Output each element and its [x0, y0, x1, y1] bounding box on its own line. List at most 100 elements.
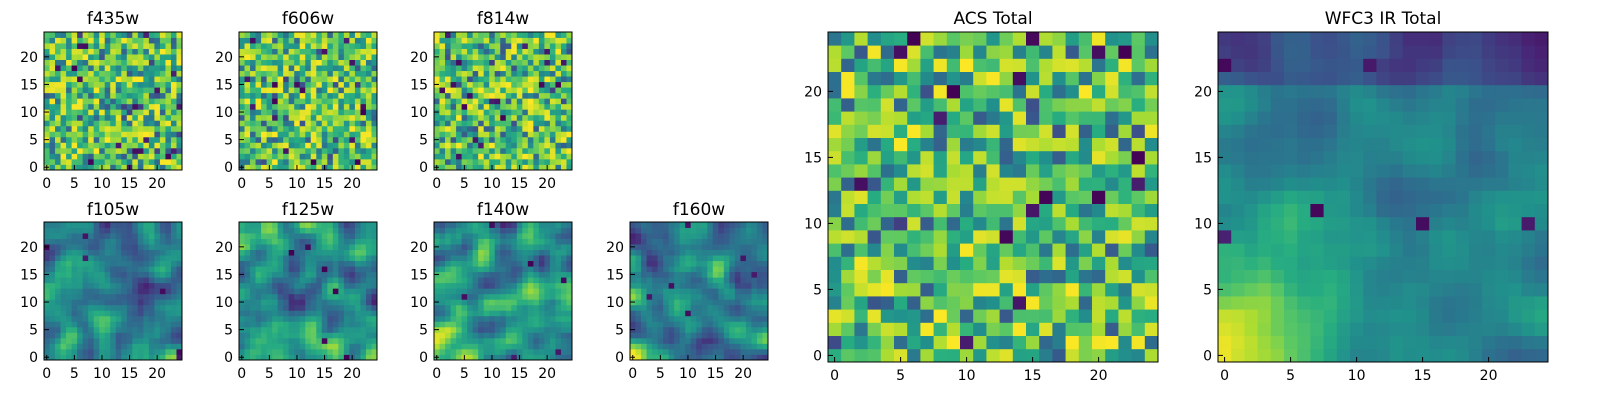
heatmap-cell [110, 81, 117, 88]
heatmap-cell [126, 332, 133, 339]
heatmap-cell [729, 271, 736, 278]
heatmap-cell [170, 120, 177, 127]
heatmap-cell [365, 255, 372, 262]
heatmap-cell [544, 299, 551, 306]
heatmap-cell [533, 32, 540, 38]
heatmap-cell [718, 343, 725, 350]
heatmap-cell [472, 266, 479, 273]
heatmap-cell [261, 244, 267, 250]
heatmap-cell [343, 92, 350, 99]
heatmap-cell [734, 277, 741, 284]
heatmap-cell [439, 310, 446, 317]
x-tick-label: 15 [511, 176, 529, 192]
heatmap-cell [93, 48, 100, 55]
heatmap-cell [450, 70, 457, 77]
heatmap-cell [511, 103, 518, 110]
heatmap-cell [566, 142, 573, 149]
heatmap-cell [478, 37, 485, 44]
heatmap-cell [445, 293, 451, 300]
heatmap-cell [1078, 164, 1093, 178]
heatmap-cell [148, 233, 155, 239]
heatmap-cell [294, 332, 301, 339]
heatmap-cell [310, 337, 317, 344]
heatmap-cell [60, 114, 67, 121]
heatmap-cell [467, 299, 474, 306]
heatmap-cell [261, 48, 267, 55]
heatmap-cell [332, 332, 339, 339]
heatmap-cell [55, 92, 61, 99]
heatmap-cell [907, 348, 921, 363]
heatmap-cell [762, 238, 769, 245]
heatmap-cell [115, 153, 122, 160]
heatmap-cell [522, 249, 529, 256]
heatmap-cell [299, 326, 306, 333]
heatmap-cell [456, 255, 462, 262]
heatmap-cell [277, 266, 284, 273]
heatmap-cell [652, 348, 658, 355]
heatmap-cell [66, 125, 72, 132]
heatmap-cell [288, 337, 295, 344]
heatmap-cell [288, 271, 295, 278]
heatmap-cell [148, 59, 155, 66]
heatmap-cell [332, 260, 339, 267]
heatmap-cell [456, 315, 462, 322]
heatmap-cell [255, 37, 262, 44]
heatmap-cell [349, 48, 356, 55]
heatmap-cell [250, 354, 256, 361]
heatmap-cell [456, 266, 462, 273]
heatmap-cell [294, 114, 301, 121]
heatmap-cell [461, 76, 468, 83]
heatmap-cell [439, 92, 446, 99]
heatmap-cell [450, 304, 457, 311]
heatmap-cell [60, 233, 67, 239]
heatmap-cell [277, 147, 284, 154]
heatmap-cell [712, 288, 719, 295]
heatmap-cell [288, 125, 295, 132]
heatmap-cell [239, 227, 245, 234]
heatmap-cell [1105, 269, 1119, 284]
heatmap-cell [126, 233, 133, 239]
heatmap-cell [272, 109, 279, 116]
heatmap-cell [255, 65, 262, 72]
heatmap-cell [483, 70, 490, 77]
heatmap-cell [1144, 177, 1159, 191]
heatmap-cell [1065, 269, 1080, 284]
heatmap-cell [71, 153, 78, 160]
heatmap-cell [159, 321, 166, 328]
heatmap-cell [483, 326, 490, 333]
heatmap-cell [841, 269, 855, 284]
heatmap-cell [338, 103, 345, 110]
heatmap-cell [986, 348, 1000, 363]
heatmap-cell [690, 288, 697, 295]
heatmap-cell [500, 92, 507, 99]
heatmap-cell [294, 244, 301, 250]
heatmap-cell [126, 271, 133, 278]
heatmap-cell [867, 177, 882, 191]
heatmap-cell [1144, 203, 1159, 218]
heatmap-cell [494, 293, 501, 300]
heatmap-cell [630, 233, 636, 239]
heatmap-cell [652, 321, 658, 328]
heatmap-cell [712, 348, 719, 355]
heatmap-cell [646, 315, 653, 322]
heatmap-cell [867, 256, 882, 270]
heatmap-cell [467, 76, 474, 83]
heatmap-cell [1065, 230, 1080, 244]
heatmap-cell [288, 299, 295, 306]
heatmap-cell [71, 131, 78, 138]
heatmap-cell [49, 299, 56, 306]
heatmap-cell [679, 326, 686, 333]
heatmap-cell [511, 227, 518, 234]
heatmap-cell [880, 309, 895, 323]
heatmap-cell [165, 92, 172, 99]
heatmap-cell [544, 310, 551, 317]
heatmap-cell [170, 131, 177, 138]
heatmap-cell [239, 222, 245, 228]
x-tick-label: 10 [679, 366, 697, 382]
heatmap-cell [71, 32, 78, 38]
heatmap-cell [360, 222, 367, 228]
heatmap-cell [946, 296, 961, 310]
heatmap-cell [266, 321, 273, 328]
heatmap-cell [126, 65, 133, 72]
heatmap-cell [77, 233, 84, 239]
